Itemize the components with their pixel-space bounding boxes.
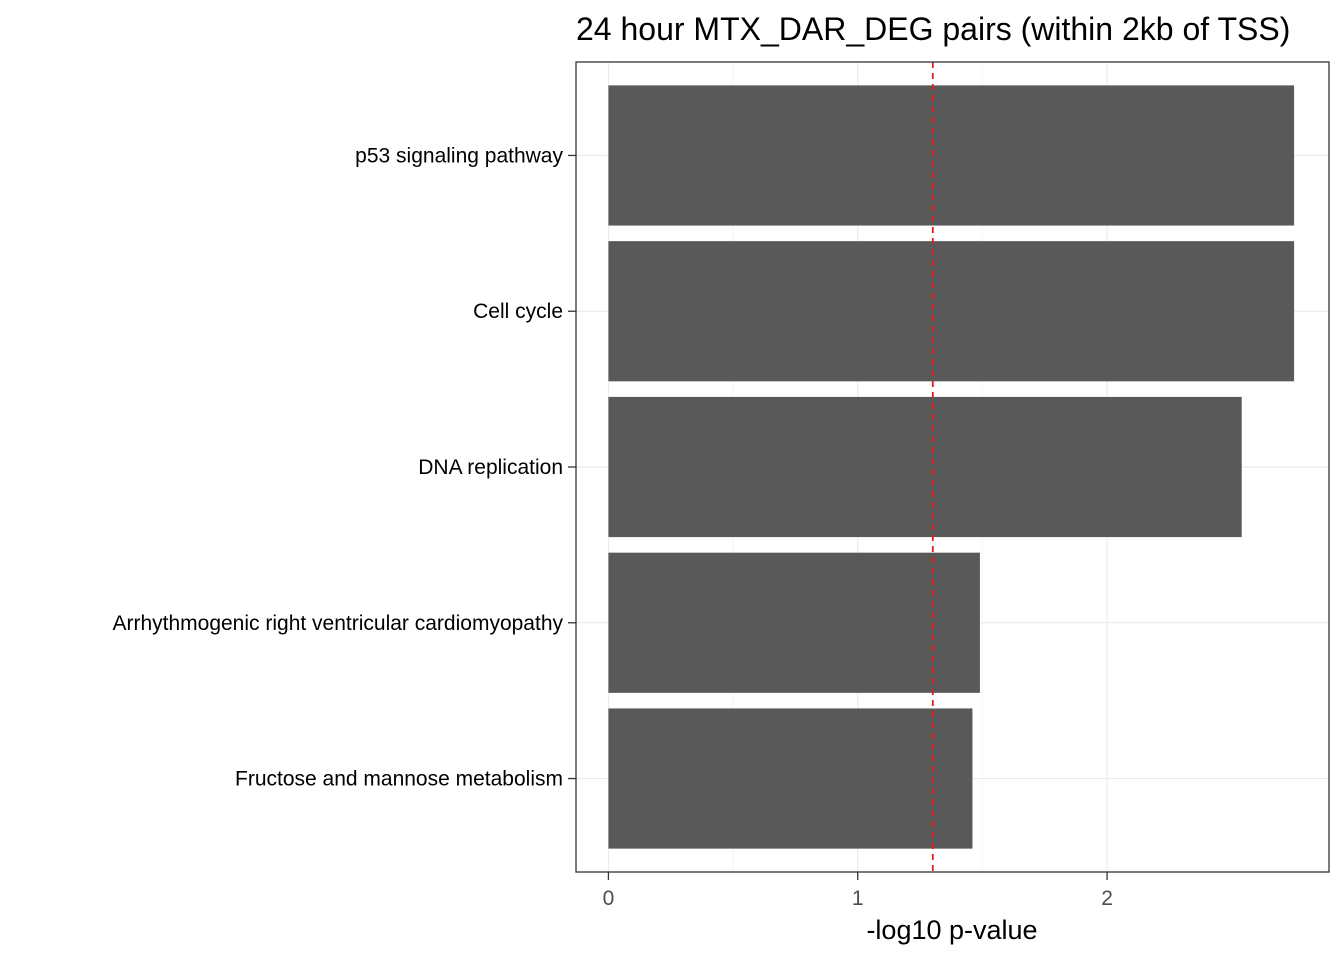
x-tick-label: 2 [1101,887,1113,910]
y-tick-label: Arrhythmogenic right ventricular cardiom… [112,612,563,635]
x-axis-title: -log10 p-value [866,915,1037,945]
x-tick-label: 0 [603,887,615,910]
y-tick-label: p53 signaling pathway [355,144,563,167]
y-tick-label: DNA replication [418,456,563,479]
bar [608,85,1295,226]
bar [608,396,1242,538]
bar [608,241,1295,382]
bars [608,85,1295,849]
x-tick-label: 1 [852,887,864,910]
y-tick-label: Fructose and mannose metabolism [235,768,563,791]
y-tick-label: Cell cycle [473,300,563,323]
x-axis: 0 1 2 [603,872,1113,910]
y-axis: p53 signaling pathway Cell cycle DNA repli… [112,144,576,791]
bar [608,552,980,693]
bar [608,708,973,849]
chart-title: 24 hour MTX_DAR_DEG pairs (within 2kb of… [576,11,1290,47]
